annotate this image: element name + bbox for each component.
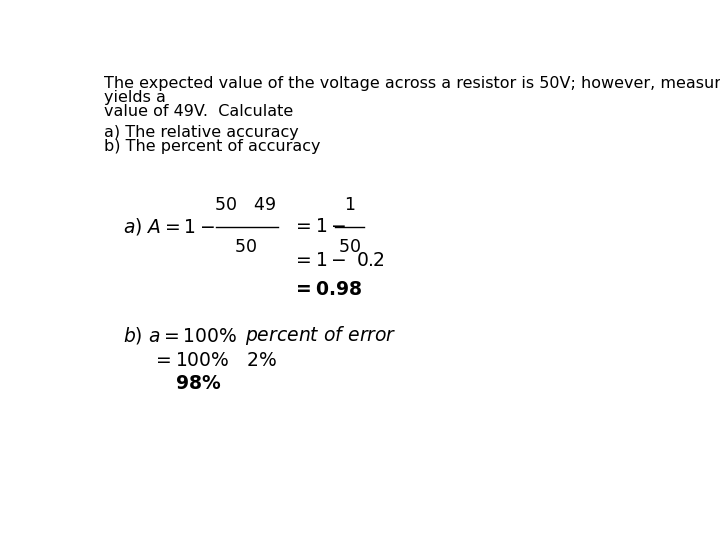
Text: $= 100\%\ \ \ 2\%$: $= 100\%\ \ \ 2\%$ [152,352,278,370]
Text: $a)\ A = 1 -$: $a)\ A = 1 -$ [122,216,215,237]
Text: value of 49V.  Calculate: value of 49V. Calculate [104,104,293,119]
Text: a) The relative accuracy: a) The relative accuracy [104,125,299,140]
Text: $50$: $50$ [338,239,361,256]
Text: $1$: $1$ [344,197,355,214]
Text: $\mathbf{98\%}$: $\mathbf{98\%}$ [175,375,222,393]
Text: $50\ \ \ 49$: $50\ \ \ 49$ [214,197,276,214]
Text: The expected value of the voltage across a resistor is 50V; however, measurement: The expected value of the voltage across… [104,76,720,91]
Text: yields a: yields a [104,90,166,105]
Text: $percent\ of\ error$: $percent\ of\ error$ [245,325,397,347]
Text: $= 1 -$: $= 1 -$ [292,218,346,235]
Text: $50$: $50$ [233,239,256,256]
Text: b) The percent of accuracy: b) The percent of accuracy [104,139,320,154]
Text: $b)\ a = 100\%$: $b)\ a = 100\%$ [122,325,237,346]
Text: $= 1 -\ 0.2$: $= 1 -\ 0.2$ [292,252,384,270]
Text: $\mathbf{= 0.98}$: $\mathbf{= 0.98}$ [292,281,361,299]
